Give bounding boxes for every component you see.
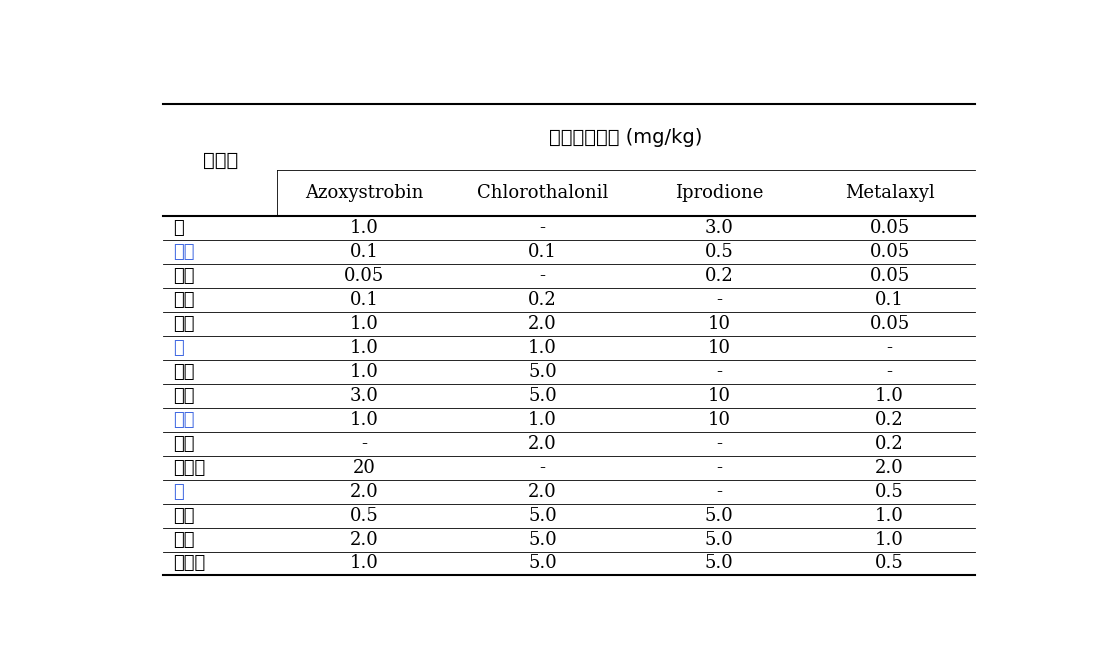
Text: 0.05: 0.05 bbox=[869, 218, 909, 237]
Text: Azoxystrobin: Azoxystrobin bbox=[305, 184, 423, 202]
Text: 1.0: 1.0 bbox=[349, 218, 379, 237]
Text: 3.0: 3.0 bbox=[349, 387, 379, 405]
Text: 0.2: 0.2 bbox=[705, 266, 734, 285]
Text: 1.0: 1.0 bbox=[349, 315, 379, 333]
Text: 감귄: 감귄 bbox=[174, 363, 195, 380]
Text: 오이: 오이 bbox=[174, 507, 195, 524]
Text: 10: 10 bbox=[707, 387, 731, 405]
Text: 쌌: 쌌 bbox=[174, 218, 184, 237]
Text: 5.0: 5.0 bbox=[528, 530, 557, 549]
Text: 2.0: 2.0 bbox=[528, 315, 557, 333]
Text: 2.0: 2.0 bbox=[875, 459, 904, 476]
Text: 5.0: 5.0 bbox=[528, 507, 557, 524]
Text: 사과: 사과 bbox=[174, 315, 195, 333]
Text: -: - bbox=[361, 434, 367, 453]
Text: 배: 배 bbox=[174, 339, 184, 357]
Text: 0.5: 0.5 bbox=[705, 243, 734, 261]
Text: 20: 20 bbox=[353, 459, 376, 476]
Text: 0.05: 0.05 bbox=[869, 243, 909, 261]
Text: -: - bbox=[886, 363, 893, 380]
Text: 5.0: 5.0 bbox=[705, 530, 734, 549]
Text: Chlorothalonil: Chlorothalonil bbox=[477, 184, 608, 202]
Text: 0.2: 0.2 bbox=[875, 434, 904, 453]
Text: 3.0: 3.0 bbox=[704, 218, 734, 237]
Text: 0.1: 0.1 bbox=[528, 243, 558, 261]
Text: 농산물: 농산물 bbox=[203, 151, 238, 170]
Text: 1.0: 1.0 bbox=[349, 339, 379, 357]
Text: 10: 10 bbox=[707, 411, 731, 428]
Text: 0.5: 0.5 bbox=[349, 507, 379, 524]
Text: -: - bbox=[540, 459, 545, 476]
Text: Metalaxyl: Metalaxyl bbox=[844, 184, 934, 202]
Text: 1.0: 1.0 bbox=[528, 339, 558, 357]
Text: 시금치: 시금치 bbox=[174, 459, 206, 476]
Text: 10: 10 bbox=[707, 315, 731, 333]
Text: 딸기: 딸기 bbox=[174, 411, 195, 428]
Text: 0.5: 0.5 bbox=[875, 482, 904, 501]
Text: 5.0: 5.0 bbox=[705, 555, 734, 572]
Text: 2.0: 2.0 bbox=[349, 530, 379, 549]
Text: 1.0: 1.0 bbox=[349, 411, 379, 428]
Text: 0.2: 0.2 bbox=[875, 411, 904, 428]
Text: 0.5: 0.5 bbox=[875, 555, 904, 572]
Text: 잔류허용기준 (mg/kg): 잔류허용기준 (mg/kg) bbox=[549, 128, 703, 147]
Text: 0.1: 0.1 bbox=[349, 243, 379, 261]
Text: 감자: 감자 bbox=[174, 243, 195, 261]
Text: 5.0: 5.0 bbox=[528, 555, 557, 572]
Text: 0.2: 0.2 bbox=[528, 291, 557, 309]
Text: 0.1: 0.1 bbox=[349, 291, 379, 309]
Text: 10: 10 bbox=[707, 339, 731, 357]
Text: 2.0: 2.0 bbox=[528, 434, 557, 453]
Text: 대두: 대두 bbox=[174, 266, 195, 285]
Text: -: - bbox=[716, 459, 722, 476]
Text: 고추: 고추 bbox=[174, 530, 195, 549]
Text: 1.0: 1.0 bbox=[875, 507, 904, 524]
Text: -: - bbox=[716, 363, 722, 380]
Text: 0.1: 0.1 bbox=[875, 291, 904, 309]
Text: 5.0: 5.0 bbox=[528, 387, 557, 405]
Text: 5.0: 5.0 bbox=[705, 507, 734, 524]
Text: 2.0: 2.0 bbox=[349, 482, 379, 501]
Text: -: - bbox=[540, 218, 545, 237]
Text: 0.05: 0.05 bbox=[869, 266, 909, 285]
Text: 0.05: 0.05 bbox=[869, 315, 909, 333]
Text: 5.0: 5.0 bbox=[528, 363, 557, 380]
Text: -: - bbox=[716, 482, 722, 501]
Text: 배추: 배추 bbox=[174, 434, 195, 453]
Text: 1.0: 1.0 bbox=[875, 387, 904, 405]
Text: -: - bbox=[716, 434, 722, 453]
Text: 1.0: 1.0 bbox=[528, 411, 558, 428]
Text: Iprodione: Iprodione bbox=[674, 184, 764, 202]
Text: 포도: 포도 bbox=[174, 387, 195, 405]
Text: -: - bbox=[886, 339, 893, 357]
Text: -: - bbox=[540, 266, 545, 285]
Text: -: - bbox=[716, 291, 722, 309]
Text: 1.0: 1.0 bbox=[875, 530, 904, 549]
Text: 2.0: 2.0 bbox=[528, 482, 557, 501]
Text: 1.0: 1.0 bbox=[349, 363, 379, 380]
Text: 파: 파 bbox=[174, 482, 184, 501]
Text: 0.05: 0.05 bbox=[344, 266, 385, 285]
Text: 1.0: 1.0 bbox=[349, 555, 379, 572]
Text: 참깨: 참깨 bbox=[174, 291, 195, 309]
Text: 토마토: 토마토 bbox=[174, 555, 206, 572]
